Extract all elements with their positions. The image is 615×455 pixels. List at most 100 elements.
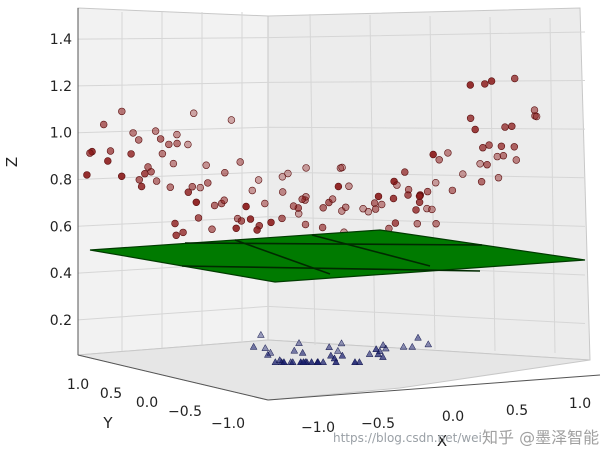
data-point bbox=[471, 125, 479, 134]
grid-line bbox=[309, 13, 316, 346]
z-tick-label: 0.4 bbox=[50, 266, 72, 282]
data-point bbox=[165, 140, 173, 149]
data-point bbox=[248, 186, 257, 195]
data-point bbox=[334, 346, 342, 354]
data-point bbox=[275, 356, 284, 363]
data-point bbox=[158, 150, 167, 158]
data-point bbox=[429, 150, 437, 159]
data-point bbox=[530, 106, 539, 114]
z-tick-labels: 0.2 0.4 0.6 0.8 1.0 1.2 1.4 bbox=[50, 32, 72, 329]
data-point bbox=[83, 171, 91, 179]
data-point bbox=[338, 207, 346, 215]
data-point bbox=[204, 179, 212, 187]
data-point bbox=[263, 350, 272, 358]
data-point bbox=[413, 220, 421, 228]
data-point bbox=[532, 112, 541, 121]
separating-plane bbox=[89, 229, 586, 283]
back-pane-left bbox=[77, 7, 269, 356]
data-point bbox=[342, 203, 350, 212]
data-point bbox=[487, 77, 496, 85]
x-tick-label: 1.0 bbox=[569, 396, 591, 412]
data-point bbox=[267, 218, 275, 227]
data-point bbox=[208, 225, 216, 233]
data-point bbox=[483, 161, 491, 169]
data-point bbox=[435, 156, 443, 164]
z-tick-label: 1.2 bbox=[50, 79, 72, 95]
data-point bbox=[135, 176, 144, 184]
data-point bbox=[423, 187, 432, 196]
data-point bbox=[337, 339, 346, 347]
series-lower-points bbox=[249, 330, 433, 365]
data-point bbox=[99, 120, 108, 129]
data-point bbox=[190, 109, 198, 117]
data-point bbox=[257, 330, 265, 338]
data-point bbox=[171, 219, 179, 228]
data-point bbox=[448, 186, 457, 195]
data-point bbox=[501, 123, 509, 131]
data-point bbox=[129, 129, 137, 137]
data-point bbox=[408, 342, 417, 350]
data-point bbox=[202, 161, 210, 169]
data-point bbox=[156, 135, 165, 143]
data-point bbox=[351, 358, 359, 365]
z-tick-label: 1.0 bbox=[50, 126, 72, 142]
x-tick-label: −1.0 bbox=[301, 420, 335, 436]
data-point bbox=[192, 198, 201, 207]
data-point bbox=[412, 206, 420, 214]
data-point bbox=[173, 130, 181, 139]
data-point bbox=[512, 156, 520, 164]
data-point bbox=[290, 346, 299, 354]
data-point bbox=[319, 204, 327, 212]
data-point bbox=[497, 142, 506, 151]
data-point bbox=[298, 195, 306, 203]
data-point bbox=[104, 157, 112, 165]
y-tick-label: −0.5 bbox=[168, 404, 202, 420]
data-point bbox=[508, 122, 516, 131]
z-tick-label: 0.8 bbox=[50, 173, 72, 189]
data-point bbox=[499, 152, 508, 160]
data-point bbox=[371, 205, 380, 213]
data-point bbox=[232, 224, 240, 233]
plane-grid-line bbox=[311, 234, 431, 267]
data-point bbox=[279, 188, 287, 196]
data-point bbox=[485, 141, 493, 149]
data-point bbox=[481, 80, 489, 88]
data-point bbox=[151, 127, 160, 135]
data-point bbox=[372, 345, 380, 352]
watermark-brand: 知乎 @墨泽智能 bbox=[482, 428, 599, 447]
data-point bbox=[194, 214, 203, 222]
back-pane-right bbox=[267, 7, 591, 361]
data-point bbox=[106, 147, 115, 155]
data-point bbox=[432, 179, 440, 187]
grid-line bbox=[77, 305, 586, 325]
data-point bbox=[249, 342, 258, 350]
data-point bbox=[184, 140, 192, 149]
data-point bbox=[237, 217, 246, 225]
data-point bbox=[382, 344, 390, 352]
data-point bbox=[307, 358, 316, 365]
data-point bbox=[184, 188, 193, 196]
grid-line bbox=[77, 126, 586, 134]
data-point bbox=[302, 164, 310, 172]
data-point bbox=[196, 183, 205, 192]
data-point bbox=[370, 199, 379, 207]
data-point bbox=[301, 220, 310, 229]
data-point bbox=[334, 182, 343, 191]
data-point bbox=[374, 350, 383, 358]
data-point bbox=[494, 174, 503, 182]
x-tick-label: 0.0 bbox=[442, 409, 464, 425]
grid-line bbox=[489, 16, 496, 352]
x-tick-label: −0.5 bbox=[361, 416, 395, 432]
data-point bbox=[278, 214, 286, 223]
data-point bbox=[479, 144, 487, 152]
data-point bbox=[278, 173, 287, 181]
data-point bbox=[391, 219, 400, 227]
data-point bbox=[118, 107, 126, 116]
data-point bbox=[477, 178, 486, 186]
watermark-url: https://blog.csdn.net/wei bbox=[333, 431, 482, 445]
z-axis-title: Z bbox=[3, 157, 21, 167]
data-point bbox=[173, 139, 181, 148]
y-tick-label: 0.0 bbox=[136, 395, 158, 411]
x-tick-label: 0.5 bbox=[506, 403, 528, 419]
